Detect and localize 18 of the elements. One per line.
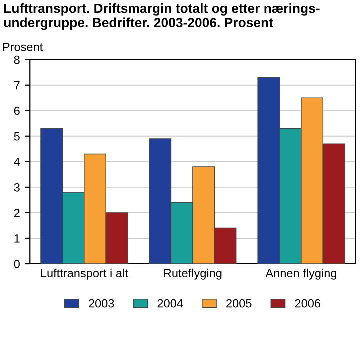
y-tick-label: 2 <box>14 208 20 218</box>
y-tick-label: 1 <box>14 234 20 243</box>
y-tick-label: 8 <box>14 56 20 64</box>
legend-label: 2005 <box>226 299 252 308</box>
legend-label: 2004 <box>158 299 184 308</box>
y-axis-title: Prosent <box>3 43 44 52</box>
y-tick-label: 4 <box>14 158 20 166</box>
x-tick-label: Ruteflyging <box>164 268 222 280</box>
y-tick-label: 3 <box>14 183 20 192</box>
legend-label: 2003 <box>89 299 114 308</box>
x-tick-label: Lufttransport i alt <box>41 268 128 280</box>
y-tick-label: 6 <box>14 106 20 116</box>
y-tick-label: 7 <box>14 82 20 90</box>
y-tick-label: 0 <box>14 260 20 268</box>
y-tick-label: 5 <box>14 132 20 141</box>
x-tick-label: Annen flyging <box>266 268 336 280</box>
legend-label: 2006 <box>295 299 320 308</box>
chart-title: Lufttransport. Driftsmargin totalt og etter nærings- undergruppe. Bedrifter. 2003-2006. Prosent <box>4 4 320 30</box>
